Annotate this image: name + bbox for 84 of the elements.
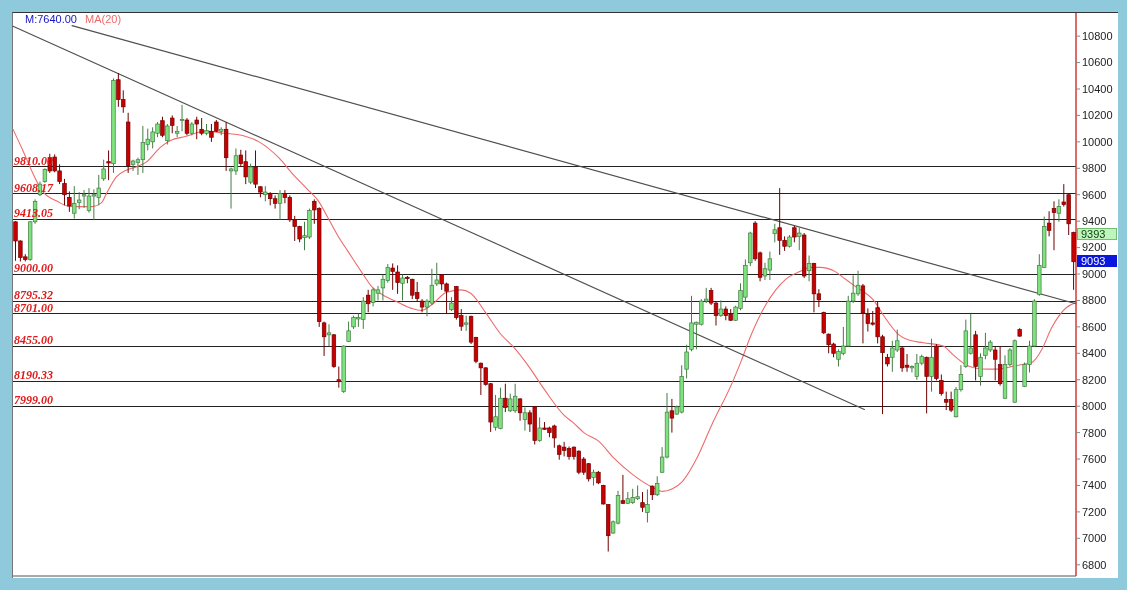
candlestick [130, 159, 136, 172]
candlestick [366, 289, 371, 313]
candlestick [806, 255, 812, 282]
candlestick [645, 488, 650, 523]
candlestick [272, 194, 278, 210]
text: 9393 [1077, 228, 1117, 240]
candlestick [797, 227, 802, 251]
y-tick-label: 10800 [1082, 30, 1113, 43]
ref-line-label: 8190.33 [14, 368, 53, 383]
candlestick [233, 147, 239, 176]
candlestick [165, 123, 170, 145]
candlestick [86, 187, 92, 214]
candlestick [517, 397, 523, 422]
candlestick [997, 345, 1003, 387]
candlestick [669, 398, 675, 434]
candlestick [1056, 198, 1062, 223]
candlestick [62, 178, 67, 206]
candlestick [81, 189, 87, 209]
ref-line-label: 8701.00 [14, 300, 53, 315]
y-tick-label: 9200 [1082, 241, 1107, 254]
annotation: M:7640.00 [25, 13, 77, 26]
candlestick [620, 474, 626, 505]
candlestick [72, 185, 77, 220]
candlestick [321, 321, 327, 357]
y-tick-label: 9600 [1082, 188, 1107, 201]
candlestick [924, 356, 929, 414]
candlestick [537, 416, 542, 443]
candlestick [909, 364, 915, 373]
ref-line-label: 9000.00 [14, 261, 53, 275]
candlestick [400, 274, 405, 301]
y-tick-label: 8800 [1082, 294, 1107, 307]
candlestick [1051, 200, 1057, 251]
candlestick [179, 104, 185, 132]
y-tick-label: 7800 [1082, 426, 1107, 439]
y-tick-label: 7200 [1082, 505, 1107, 518]
candlestick [655, 475, 660, 497]
y-tick-label: 8400 [1082, 347, 1107, 360]
y-tick-label: 8600 [1082, 320, 1107, 333]
y-tick-label: 8200 [1082, 373, 1107, 386]
candlestick [370, 287, 376, 307]
candlestick [561, 441, 567, 457]
candlestick [767, 251, 773, 281]
candlestick [101, 159, 106, 182]
candlestick [929, 338, 934, 393]
y-tick-label: 9000 [1082, 267, 1107, 280]
y-tick-label: 10600 [1082, 56, 1113, 69]
candlestick [277, 189, 283, 221]
candlestick [67, 190, 72, 213]
candlestick [478, 362, 484, 396]
ref-line-label: 8455.00 [14, 333, 53, 348]
candlestick [948, 391, 954, 413]
candlestick [718, 299, 724, 318]
y-tick-label: 10200 [1082, 109, 1113, 122]
y-tick-label: 6800 [1082, 558, 1107, 571]
candlestick [978, 352, 983, 387]
text: MA(20) [84, 13, 122, 26]
candlestick [253, 149, 258, 189]
candlestick [503, 383, 508, 413]
y-tick-label: 9400 [1082, 215, 1107, 228]
ref-line-label: 7999.00 [14, 393, 53, 408]
candlestick [326, 323, 332, 347]
candlestick [684, 344, 689, 379]
y-tick-label: 7600 [1082, 452, 1107, 465]
text: 9093 [1077, 255, 1117, 267]
y-tick-label: 7000 [1082, 532, 1107, 545]
candlestick [772, 223, 777, 243]
candlestick [160, 116, 165, 138]
y-tick-label: 9800 [1082, 162, 1107, 175]
y-tick-label: 10000 [1082, 135, 1113, 148]
candlestick [762, 262, 768, 281]
candlestick [194, 116, 199, 140]
candlestick [174, 125, 180, 138]
candlestick [248, 163, 253, 185]
candlestick [106, 149, 111, 181]
ref-line-label: 8795.32 [14, 288, 53, 303]
y-tick-label: 7400 [1082, 479, 1107, 492]
candlestick [939, 373, 944, 397]
candlestick [91, 188, 97, 221]
candlestick [640, 491, 645, 513]
y-tick-label: 10400 [1082, 82, 1113, 95]
candlestick [522, 407, 528, 432]
y-tick-label: 8000 [1082, 400, 1107, 413]
candlestick [336, 366, 341, 389]
candlestick [899, 346, 905, 373]
